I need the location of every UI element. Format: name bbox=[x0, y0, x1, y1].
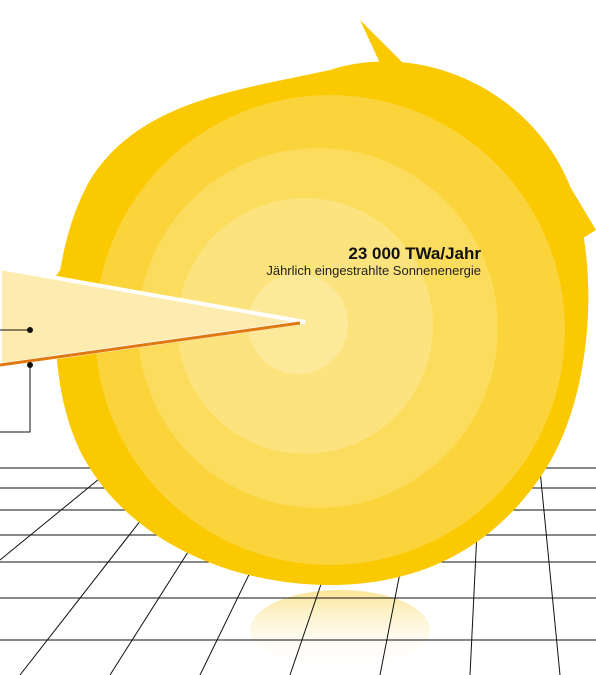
leader-dot bbox=[27, 362, 33, 368]
energy-value: 23 000 TWa/Jahr bbox=[348, 244, 481, 263]
leader-dot bbox=[27, 327, 33, 333]
infographic: 23 000 TWa/Jahr Jährlich eingestrahlte S… bbox=[0, 0, 596, 675]
sun-reflection bbox=[250, 590, 430, 670]
page: 23 000 TWa/Jahr Jährlich eingestrahlte S… bbox=[0, 0, 596, 675]
energy-caption: Jährlich eingestrahlte Sonnenenergie bbox=[266, 263, 481, 278]
